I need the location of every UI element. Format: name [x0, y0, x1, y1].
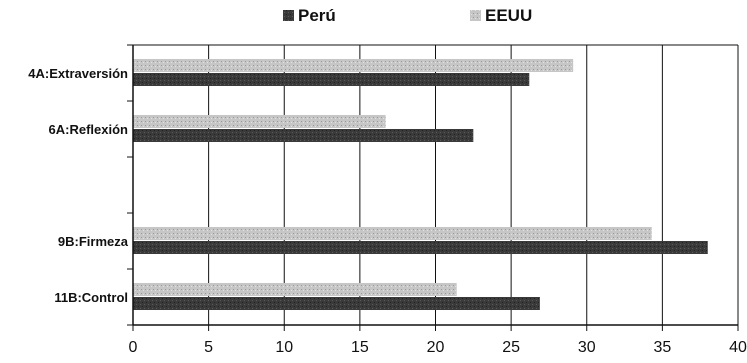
- labels: 0 5 10 15 20 25 30 35 40 4A:Extraversión 6A:Reflex…: [28, 66, 747, 356]
- x-tick-label-10: 10: [275, 339, 293, 356]
- bar-peru-9b-firmeza: [133, 241, 708, 254]
- legend-label-peru: Perú: [298, 6, 336, 25]
- legend-swatch-eeuu: [470, 10, 481, 21]
- category-label-4a-extraversion: 4A:Extraversión: [28, 66, 128, 81]
- category-label-11b-control: 11B:Control: [54, 290, 128, 305]
- x-tick-label-35: 35: [653, 339, 671, 356]
- x-tick-label-15: 15: [351, 339, 369, 356]
- legend: Perú EEUU: [283, 6, 532, 25]
- grid: [133, 44, 739, 325]
- x-tick-label-0: 0: [129, 339, 138, 356]
- x-tick-label-30: 30: [578, 339, 596, 356]
- bars: [133, 59, 708, 310]
- x-tick-label-5: 5: [204, 339, 213, 356]
- x-tick-label-20: 20: [427, 339, 445, 356]
- bar-peru-4a-extraversion: [133, 73, 530, 86]
- x-tick-label-40: 40: [729, 339, 747, 356]
- legend-swatch-peru: [283, 10, 294, 21]
- bar-peru-6a-reflexion: [133, 129, 474, 142]
- category-label-6a-reflexion: 6A:Reflexión: [49, 122, 129, 137]
- bar-eeuu-6a-reflexion: [133, 115, 386, 128]
- bar-peru-11b-control: [133, 297, 540, 310]
- axes: [127, 44, 739, 331]
- legend-label-eeuu: EEUU: [485, 6, 532, 25]
- category-label-9b-firmeza: 9B:Firmeza: [58, 234, 129, 249]
- x-tick-label-25: 25: [502, 339, 520, 356]
- bar-eeuu-11b-control: [133, 283, 457, 296]
- bar-eeuu-4a-extraversion: [133, 59, 574, 72]
- bar-eeuu-9b-firmeza: [133, 227, 652, 240]
